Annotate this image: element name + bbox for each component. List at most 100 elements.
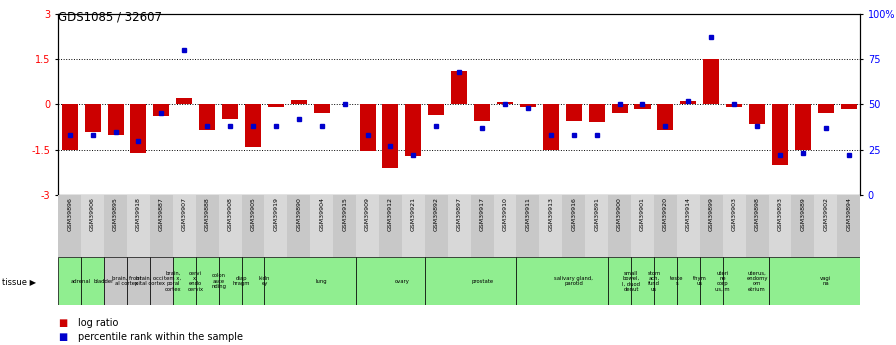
Text: GSM39899: GSM39899 [709,197,714,231]
Bar [58,195,82,257]
Bar [589,104,605,122]
Text: GSM39912: GSM39912 [388,197,393,231]
Text: stom
ach,
fund
us: stom ach, fund us [647,270,660,292]
Bar [520,104,536,107]
Bar [608,195,631,257]
Bar [654,257,676,305]
Bar [195,195,219,257]
Bar [769,257,860,305]
Text: GSM39911: GSM39911 [525,197,530,231]
Bar [516,195,539,257]
Bar [268,104,284,107]
Bar [219,195,242,257]
Bar [383,104,399,168]
Text: brain,
tem x,
poral
cortex: brain, tem x, poral cortex [164,270,181,292]
Bar [150,257,173,305]
Text: GSM39920: GSM39920 [663,197,668,231]
Text: GSM39888: GSM39888 [204,197,210,230]
Text: GSM39891: GSM39891 [594,197,599,231]
Bar [745,195,769,257]
Text: GSM39919: GSM39919 [273,197,279,231]
Bar [62,104,78,150]
Text: salivary gland,
parotid: salivary gland, parotid [555,276,593,286]
Bar [539,195,563,257]
Bar [310,195,333,257]
Bar [359,104,375,151]
Bar [676,257,700,305]
Bar [608,257,631,305]
Bar [58,257,82,305]
Text: GSM39897: GSM39897 [457,197,461,231]
Bar [264,257,356,305]
Text: GSM39914: GSM39914 [685,197,691,231]
Bar [772,104,788,165]
Bar [837,195,860,257]
Bar [700,257,723,305]
Bar [108,104,124,135]
Bar [726,104,742,107]
Bar [127,257,150,305]
Bar [219,257,242,305]
Text: cervi
x,
endo
cervix: cervi x, endo cervix [187,270,203,292]
Bar [565,104,582,121]
Bar [654,195,676,257]
Bar [195,257,219,305]
Bar [131,104,146,152]
Bar [634,104,650,109]
Bar [474,104,490,121]
Bar [314,104,330,114]
Bar [242,195,264,257]
Text: colon
asce
nding: colon asce nding [211,273,226,289]
Bar [563,195,585,257]
Bar [676,195,700,257]
Text: GSM39921: GSM39921 [411,197,416,231]
Text: GDS1085 / 32607: GDS1085 / 32607 [58,10,162,23]
Bar [104,257,127,305]
Bar [723,257,769,305]
Bar [612,104,627,114]
Text: bladder: bladder [94,279,115,284]
Text: GSM39917: GSM39917 [479,197,485,231]
Bar [631,257,654,305]
Bar [153,104,169,117]
Bar [769,195,791,257]
Text: GSM39910: GSM39910 [503,197,507,231]
Text: GSM39902: GSM39902 [823,197,828,231]
Text: GSM39905: GSM39905 [251,197,255,231]
Text: GSM39909: GSM39909 [365,197,370,231]
Text: GSM39901: GSM39901 [640,197,645,231]
Text: GSM39887: GSM39887 [159,197,164,231]
Text: ■: ■ [58,333,67,342]
Text: GSM39903: GSM39903 [732,197,737,231]
Bar [150,195,173,257]
Text: GSM39893: GSM39893 [778,197,782,231]
Bar [173,195,195,257]
Bar [631,195,654,257]
Bar [791,195,814,257]
Text: ovary: ovary [394,279,409,284]
Bar [356,257,425,305]
Bar [82,195,104,257]
Bar [82,257,104,305]
Text: GSM39913: GSM39913 [548,197,554,231]
Text: small
bowel,
I, duod
denut: small bowel, I, duod denut [622,270,640,292]
Bar [700,195,723,257]
Bar [723,195,745,257]
Text: teste
s: teste s [670,276,684,286]
Bar [470,195,494,257]
Text: GSM39890: GSM39890 [297,197,301,231]
Text: GSM39896: GSM39896 [67,197,73,231]
Text: brain, occi
pital cortex: brain, occi pital cortex [135,276,165,286]
Text: GSM39895: GSM39895 [113,197,118,231]
Bar [402,195,425,257]
Text: uterus,
endomy
om
etrium: uterus, endomy om etrium [746,270,768,292]
Bar [288,195,310,257]
Text: GSM39907: GSM39907 [182,197,186,231]
Text: log ratio: log ratio [78,318,118,327]
Text: uteri
ne
corp
us, m: uteri ne corp us, m [715,270,730,292]
Bar [405,104,421,156]
Text: brain, front
al cortex: brain, front al cortex [112,276,142,286]
Bar [795,104,811,150]
Text: GSM39908: GSM39908 [228,197,233,231]
Bar [516,257,608,305]
